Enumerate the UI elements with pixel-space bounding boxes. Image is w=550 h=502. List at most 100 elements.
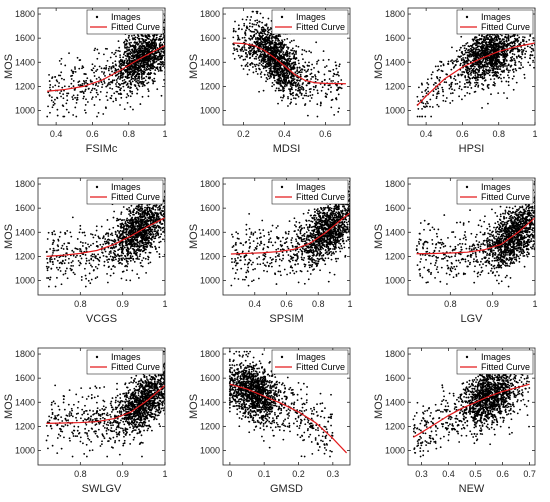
data-point (303, 49, 306, 52)
data-point (503, 92, 505, 94)
data-point (275, 37, 277, 40)
data-point (271, 42, 274, 45)
data-point (136, 54, 139, 57)
data-point (85, 259, 88, 262)
chart-panel-hpsi: 0.4 0.6 0.8 110001200140016001800HPSIMOSIma… (373, 7, 538, 155)
data-point (475, 67, 478, 70)
data-point (291, 47, 294, 50)
data-point (127, 52, 130, 55)
data-point (432, 83, 435, 86)
data-point (516, 34, 519, 37)
data-point (247, 47, 250, 49)
data-point (136, 92, 139, 95)
data-point (143, 58, 145, 61)
data-point (79, 241, 82, 243)
data-point (474, 63, 477, 66)
data-point (485, 35, 488, 37)
data-point (488, 66, 491, 69)
data-point (131, 80, 134, 83)
data-point (129, 65, 132, 68)
data-point (136, 36, 139, 39)
data-point (472, 55, 475, 58)
data-point (292, 65, 295, 68)
data-point (485, 44, 488, 46)
data-point (315, 84, 317, 87)
data-point (498, 76, 501, 79)
data-point (292, 79, 295, 82)
data-point (91, 80, 93, 83)
data-point (470, 67, 472, 70)
data-point (64, 64, 67, 67)
data-point (91, 87, 94, 90)
data-point (271, 72, 274, 75)
data-point (254, 52, 257, 55)
data-point (292, 68, 294, 70)
data-point (132, 56, 135, 58)
data-point (265, 36, 268, 38)
data-point (283, 85, 286, 88)
data-point (97, 263, 100, 266)
data-point (160, 50, 163, 53)
data-point (472, 72, 475, 74)
data-point (487, 48, 490, 51)
data-point (63, 78, 65, 81)
data-point (137, 69, 140, 72)
data-point (427, 83, 430, 86)
data-point (271, 61, 274, 63)
data-point (244, 31, 247, 34)
data-point (335, 64, 337, 67)
data-point (147, 73, 150, 76)
data-point (256, 19, 259, 22)
data-point (135, 43, 137, 45)
data-point (103, 71, 106, 74)
data-point (69, 231, 72, 234)
data-point (124, 43, 126, 46)
data-point (491, 45, 494, 48)
data-point (488, 60, 491, 62)
data-point (485, 45, 488, 48)
data-point (464, 49, 467, 52)
data-point (248, 68, 251, 71)
data-point (265, 76, 268, 79)
data-point (75, 115, 78, 118)
data-point (60, 63, 63, 65)
data-point (128, 80, 131, 82)
data-point (503, 76, 505, 79)
data-point (450, 85, 453, 88)
data-point (149, 242, 152, 244)
data-point (290, 93, 293, 96)
data-point (305, 84, 308, 87)
data-point (119, 76, 122, 79)
data-point (306, 114, 309, 117)
data-point (102, 73, 105, 75)
data-point (106, 84, 109, 87)
data-point (489, 38, 492, 41)
data-point (532, 39, 535, 42)
data-point (255, 32, 258, 35)
data-point (494, 68, 497, 70)
data-point (120, 64, 123, 67)
data-point (287, 61, 290, 64)
data-point (490, 57, 493, 60)
data-point (154, 38, 157, 41)
data-point (262, 34, 264, 37)
data-point (458, 81, 461, 83)
data-point (132, 71, 134, 74)
data-point (237, 28, 240, 31)
data-point (503, 63, 506, 65)
data-point (48, 285, 50, 288)
data-point (486, 84, 489, 87)
data-point (471, 50, 474, 52)
data-point (292, 97, 295, 100)
data-point (503, 43, 506, 46)
data-point (472, 67, 475, 70)
data-point (294, 82, 297, 85)
data-point (153, 60, 156, 63)
data-point (273, 70, 275, 73)
data-point (142, 71, 145, 74)
data-point (156, 68, 159, 71)
data-point (463, 44, 466, 47)
data-point (289, 41, 291, 44)
data-point (296, 85, 299, 87)
data-point (522, 40, 525, 43)
